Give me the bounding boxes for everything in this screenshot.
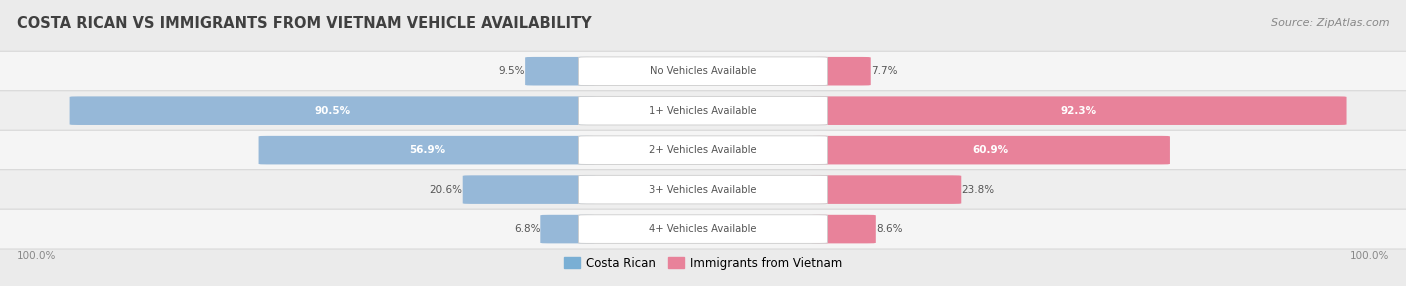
FancyBboxPatch shape (579, 175, 827, 204)
FancyBboxPatch shape (0, 130, 1406, 170)
Text: 60.9%: 60.9% (972, 145, 1008, 155)
FancyBboxPatch shape (526, 57, 596, 86)
FancyBboxPatch shape (810, 215, 876, 243)
FancyBboxPatch shape (579, 96, 827, 125)
Text: 100.0%: 100.0% (17, 251, 56, 261)
Text: 23.8%: 23.8% (962, 185, 994, 194)
FancyBboxPatch shape (579, 57, 827, 86)
FancyBboxPatch shape (810, 175, 962, 204)
Legend: Costa Rican, Immigrants from Vietnam: Costa Rican, Immigrants from Vietnam (558, 252, 848, 274)
Text: 6.8%: 6.8% (513, 224, 540, 234)
FancyBboxPatch shape (0, 170, 1406, 210)
FancyBboxPatch shape (579, 215, 827, 243)
FancyBboxPatch shape (69, 96, 596, 125)
Text: 56.9%: 56.9% (409, 145, 446, 155)
Text: 1+ Vehicles Available: 1+ Vehicles Available (650, 106, 756, 116)
FancyBboxPatch shape (259, 136, 596, 164)
Text: 7.7%: 7.7% (870, 66, 897, 76)
FancyBboxPatch shape (810, 57, 870, 86)
Text: 8.6%: 8.6% (876, 224, 903, 234)
Text: 92.3%: 92.3% (1060, 106, 1097, 116)
Text: Source: ZipAtlas.com: Source: ZipAtlas.com (1271, 18, 1389, 28)
FancyBboxPatch shape (0, 209, 1406, 249)
FancyBboxPatch shape (0, 91, 1406, 131)
Text: COSTA RICAN VS IMMIGRANTS FROM VIETNAM VEHICLE AVAILABILITY: COSTA RICAN VS IMMIGRANTS FROM VIETNAM V… (17, 16, 592, 31)
FancyBboxPatch shape (540, 215, 596, 243)
FancyBboxPatch shape (0, 51, 1406, 91)
Text: 100.0%: 100.0% (1350, 251, 1389, 261)
FancyBboxPatch shape (463, 175, 596, 204)
Text: 4+ Vehicles Available: 4+ Vehicles Available (650, 224, 756, 234)
FancyBboxPatch shape (810, 96, 1347, 125)
Text: 3+ Vehicles Available: 3+ Vehicles Available (650, 185, 756, 194)
Text: 9.5%: 9.5% (499, 66, 526, 76)
Text: No Vehicles Available: No Vehicles Available (650, 66, 756, 76)
FancyBboxPatch shape (810, 136, 1170, 164)
FancyBboxPatch shape (579, 136, 827, 164)
Text: 20.6%: 20.6% (430, 185, 463, 194)
Text: 90.5%: 90.5% (315, 106, 350, 116)
Text: 2+ Vehicles Available: 2+ Vehicles Available (650, 145, 756, 155)
